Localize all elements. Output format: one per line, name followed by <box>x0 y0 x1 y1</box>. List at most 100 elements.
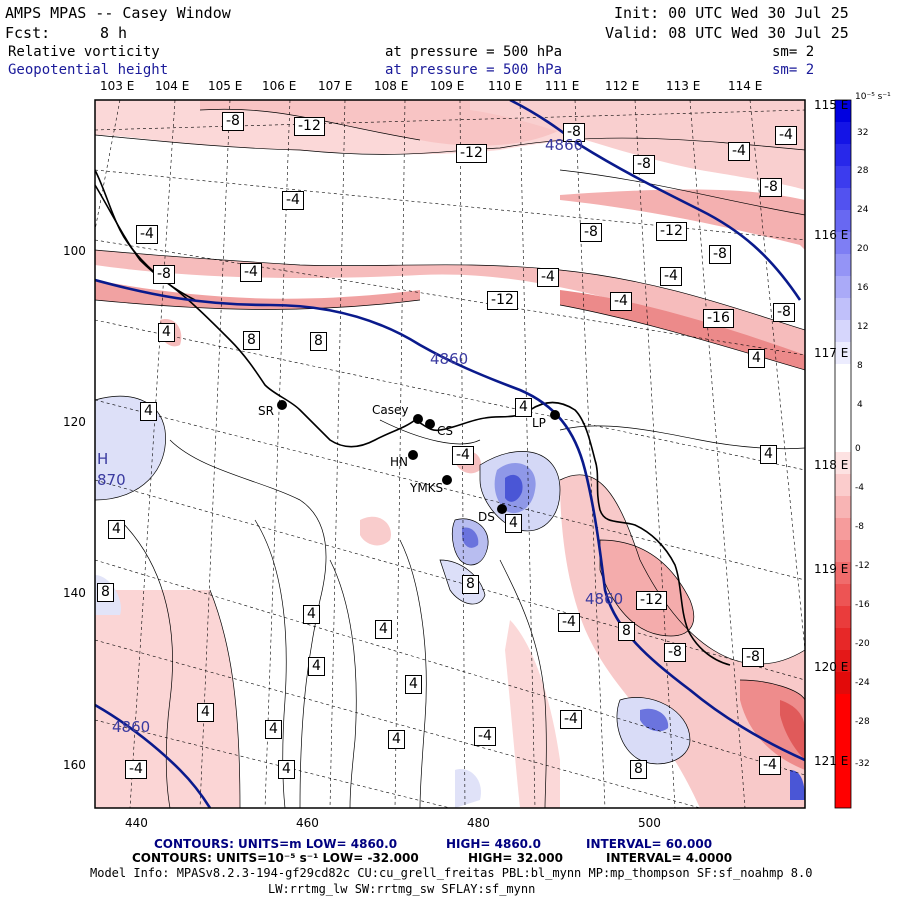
model-physics: LW:rrtmg_lw SW:rrtmg_sw SFLAY:sf_mynn <box>268 882 536 896</box>
height-label: 4860 <box>430 350 469 368</box>
contour-value-label: 8 <box>462 575 479 594</box>
init-time: Init: 00 UTC Wed 30 Jul 25 <box>614 4 849 22</box>
footer-vort-contours: CONTOURS: UNITS=10⁻⁵ s⁻¹ LOW= -32.000 <box>132 851 419 865</box>
x-axis-label: 500 <box>638 816 661 830</box>
colorbar-tick-label: -32 <box>855 759 870 769</box>
lon-label: 107 E <box>318 79 353 93</box>
y-axis-label: 120 <box>63 415 86 429</box>
colorbar-tick-label: 28 <box>857 166 869 176</box>
colorbar-units: 10⁻⁵ s⁻¹ <box>855 92 891 102</box>
contour-value-label: -8 <box>760 178 782 197</box>
contour-value-label: -12 <box>636 591 667 610</box>
colorbar-tick-label: -8 <box>855 522 864 532</box>
contour-value-label: -8 <box>742 648 764 667</box>
valid-time: Valid: 08 UTC Wed 30 Jul 25 <box>605 24 849 42</box>
footer-height-contours: CONTOURS: UNITS=m LOW= 4860.0 <box>154 837 398 851</box>
y-axis-label: 140 <box>63 586 86 600</box>
field2-smoothing: sm= 2 <box>772 62 815 78</box>
height-label: 4860 <box>112 718 151 736</box>
lon-label-right: 118 E <box>814 458 849 472</box>
lon-label: 103 E <box>100 79 135 93</box>
contour-value-label: 4 <box>748 349 765 368</box>
colorbar-tick-label: -28 <box>855 717 870 727</box>
field1-name: Relative vorticity <box>8 44 160 60</box>
field1-smoothing: sm= 2 <box>772 44 815 60</box>
colorbar-tick-label: -16 <box>855 600 870 610</box>
field2-pressure: at pressure = 500 hPa <box>385 62 563 78</box>
contour-value-label: 8 <box>618 622 635 641</box>
lon-label-right: 120 E <box>814 660 849 674</box>
y-axis-label: 160 <box>63 758 86 772</box>
contour-value-label: -12 <box>487 291 518 310</box>
contour-value-label: -4 <box>775 126 797 145</box>
contour-value-label: 8 <box>630 760 647 779</box>
colorbar-tick-label: 32 <box>857 128 869 138</box>
colorbar-tick-label: 0 <box>855 444 861 454</box>
contour-value-label: 4 <box>388 730 405 749</box>
contour-value-label: -4 <box>660 267 682 286</box>
contour-value-label: 4 <box>197 703 214 722</box>
colorbar-tick-label: -20 <box>855 639 870 649</box>
contour-value-label: -12 <box>656 222 687 241</box>
contour-value-label: -12 <box>294 117 325 136</box>
contour-value-label: 4 <box>308 657 325 676</box>
contour-value-label: 4 <box>303 605 320 624</box>
contour-value-label: 4 <box>158 323 175 342</box>
contour-value-label: -12 <box>456 144 487 163</box>
contour-value-label: 4 <box>375 620 392 639</box>
field1-pressure: at pressure = 500 hPa <box>385 44 563 60</box>
contour-value-label: 4 <box>760 445 777 464</box>
station-label: DS <box>478 510 495 524</box>
lon-label: 105 E <box>208 79 243 93</box>
lon-label-right: 116 E <box>814 228 849 242</box>
station-label: HN <box>390 455 408 469</box>
contour-value-label: 4 <box>278 760 295 779</box>
colorbar-tick-label: 24 <box>857 205 869 215</box>
height-label: 4860 <box>585 590 624 608</box>
contour-value-label: -8 <box>222 112 244 131</box>
station-label: Casey <box>372 403 409 417</box>
contour-value-label: 4 <box>505 514 522 533</box>
footer-height-interval: INTERVAL= 60.000 <box>586 837 713 851</box>
contour-value-label: -4 <box>125 760 147 779</box>
station-label: YMKS <box>410 481 444 495</box>
contour-value-label: 8 <box>243 331 260 350</box>
contour-value-label: 8 <box>310 332 327 351</box>
colorbar <box>834 99 852 809</box>
vorticity-fill <box>95 100 805 808</box>
x-axis-label: 460 <box>296 816 319 830</box>
forecast-label: Fcst: <box>5 24 51 42</box>
lon-label-right: 117 E <box>814 346 849 360</box>
colorbar-tick-label: 8 <box>857 361 863 371</box>
contour-value-label: -4 <box>728 142 750 161</box>
x-axis-label: 440 <box>125 816 148 830</box>
contour-value-label: -4 <box>474 727 496 746</box>
contour-value-label: -4 <box>282 191 304 210</box>
contour-value-label: -4 <box>759 756 781 775</box>
contour-value-label: 4 <box>265 720 282 739</box>
lon-label: 106 E <box>262 79 297 93</box>
contour-value-label: -8 <box>563 123 585 142</box>
contour-value-label: -8 <box>633 155 655 174</box>
lon-label: 112 E <box>605 79 640 93</box>
lon-label: 114 E <box>728 79 763 93</box>
contour-value-label: -8 <box>153 265 175 284</box>
contour-value-label: -4 <box>558 613 580 632</box>
contour-value-label: -8 <box>773 303 795 322</box>
contour-value-label: 4 <box>140 402 157 421</box>
lon-label: 110 E <box>488 79 523 93</box>
footer-vort-interval: INTERVAL= 4.0000 <box>606 851 733 865</box>
app-title: AMPS MPAS -- Casey Window <box>5 4 231 22</box>
lon-label: 109 E <box>430 79 465 93</box>
model-info: Model Info: MPASv8.2.3-194-gf29cd82c CU:… <box>90 866 813 880</box>
contour-value-label: -16 <box>703 309 734 328</box>
contour-value-label: -8 <box>664 643 686 662</box>
contour-value-label: 8 <box>97 583 114 602</box>
colorbar-tick-label: -12 <box>855 561 870 571</box>
colorbar-tick-label: -24 <box>855 678 870 688</box>
lon-label: 108 E <box>374 79 409 93</box>
field2-name: Geopotential height <box>8 62 169 78</box>
contour-value-label: -8 <box>580 223 602 242</box>
lon-label: 113 E <box>666 79 701 93</box>
